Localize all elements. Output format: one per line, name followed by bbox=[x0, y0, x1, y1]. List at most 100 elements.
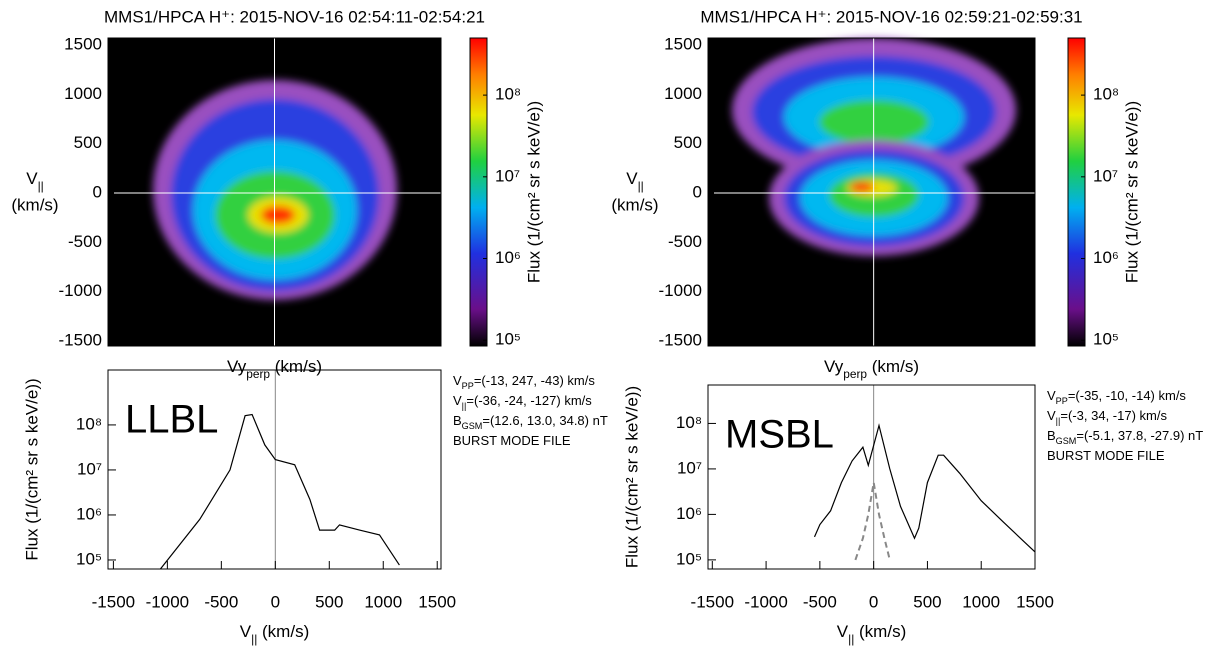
y-tick-label: 1000 bbox=[64, 84, 102, 103]
colorbar-tick-label: 10⁵ bbox=[1093, 330, 1119, 349]
annotation: VPP=(-35, -10, -14) km/s bbox=[1047, 388, 1186, 406]
chart-title: MMS1/HPCA H⁺: 2015-NOV-16 02:54:11-02:54… bbox=[104, 7, 485, 26]
flux-line bbox=[159, 413, 400, 570]
region-label: LLBL bbox=[125, 398, 218, 442]
y-tick-label: -1500 bbox=[659, 331, 702, 350]
x-axis-label-part: || bbox=[251, 632, 257, 646]
x-axis-label-part: perp bbox=[843, 367, 867, 381]
y-axis-label-part: || bbox=[638, 179, 644, 193]
x-axis-label-part: Vy bbox=[227, 357, 247, 376]
annotation-part: V bbox=[1047, 388, 1056, 403]
annotation-part: =(12.6, 13.0, 34.8) nT bbox=[482, 413, 607, 428]
annotation-part: GSM bbox=[1056, 436, 1077, 446]
y-axis-label: V|| bbox=[626, 169, 644, 193]
annotation-part: B bbox=[453, 413, 462, 428]
y-tick-label: -500 bbox=[68, 232, 102, 251]
x-axis-label: V|| (km/s) bbox=[240, 622, 309, 646]
y-tick-label: 10⁶ bbox=[676, 504, 702, 523]
colorbar bbox=[1067, 37, 1086, 347]
y-tick-label: 500 bbox=[674, 133, 702, 152]
x-axis-label-part: (km/s) bbox=[257, 622, 309, 641]
x-tick-label: 0 bbox=[869, 592, 878, 611]
annotation: BURST MODE FILE bbox=[1047, 448, 1165, 463]
x-axis-label: Vyperp (km/s) bbox=[824, 357, 919, 381]
annotation-part: =(-3, 34, -17) km/s bbox=[1060, 408, 1167, 423]
colorbar-tick-label: 10⁶ bbox=[495, 248, 521, 267]
y-tick-label: 10⁸ bbox=[76, 414, 102, 433]
x-tick-label: -1500 bbox=[92, 592, 135, 611]
colorbar-tick-label: 10⁷ bbox=[1093, 166, 1118, 185]
y-tick-label: 1500 bbox=[664, 34, 702, 53]
y-tick-label: -1000 bbox=[659, 281, 702, 300]
annotation-part: V bbox=[453, 393, 462, 408]
annotation-part: V bbox=[453, 373, 462, 388]
x-axis-label-part: perp bbox=[246, 367, 270, 381]
annotation-part: PP bbox=[462, 381, 474, 391]
colorbar-tick-label: 10⁷ bbox=[495, 166, 520, 185]
annotation: BGSM=(-5.1, 37.8, -27.9) nT bbox=[1047, 428, 1203, 446]
annotation-part: =(-36, -24, -127) km/s bbox=[466, 393, 592, 408]
annotation: V||=(-36, -24, -127) km/s bbox=[453, 393, 592, 411]
plot-frame bbox=[107, 37, 442, 347]
x-tick-label: 500 bbox=[913, 592, 941, 611]
y-tick-label: 0 bbox=[693, 182, 702, 201]
y-tick-label: 10⁷ bbox=[677, 458, 702, 477]
annotation-part: =(-5.1, 37.8, -27.9) nT bbox=[1076, 428, 1203, 443]
annotation: V||=(-3, 34, -17) km/s bbox=[1047, 408, 1167, 426]
annotation-part: BURST MODE FILE bbox=[1047, 448, 1165, 463]
x-axis-label-part: V bbox=[837, 622, 849, 641]
y-tick-label: -1500 bbox=[59, 331, 102, 350]
y-axis-label: (km/s) bbox=[11, 195, 58, 214]
x-axis-label-part: Vy bbox=[824, 357, 844, 376]
y-tick-label: 0 bbox=[93, 182, 102, 201]
flux-line bbox=[813, 423, 1036, 553]
plot-frame bbox=[707, 384, 1036, 570]
colorbar-tick-label: 10⁸ bbox=[1093, 85, 1119, 104]
x-tick-label: 1000 bbox=[962, 592, 1000, 611]
x-tick-label: 1500 bbox=[1016, 592, 1054, 611]
flux-line bbox=[854, 482, 891, 561]
region-label: MSBL bbox=[725, 413, 834, 457]
y-tick-label: 10⁵ bbox=[76, 549, 102, 568]
distribution-image bbox=[108, 38, 1035, 346]
y-axis-label: (km/s) bbox=[611, 195, 658, 214]
annotation-part: =(-13, 247, -43) km/s bbox=[474, 373, 596, 388]
annotation: BURST MODE FILE bbox=[453, 433, 571, 448]
x-axis-label-part: (km/s) bbox=[854, 622, 906, 641]
x-tick-label: -1000 bbox=[146, 592, 189, 611]
annotation-part: V bbox=[1047, 408, 1056, 423]
x-tick-label: -1000 bbox=[744, 592, 787, 611]
annotation-part: GSM bbox=[462, 421, 483, 431]
x-axis-label-part: || bbox=[848, 632, 854, 646]
y-tick-label: -500 bbox=[668, 232, 702, 251]
annotation-part: || bbox=[1056, 416, 1061, 426]
y-axis-label-part: V bbox=[626, 169, 638, 188]
annotation: VPP=(-13, 247, -43) km/s bbox=[453, 373, 595, 391]
y-tick-label: 1000 bbox=[664, 84, 702, 103]
y-tick-label: -1000 bbox=[59, 281, 102, 300]
x-tick-label: -500 bbox=[204, 592, 238, 611]
colorbar-tick-label: 10⁸ bbox=[495, 85, 521, 104]
annotation-part: PP bbox=[1056, 396, 1068, 406]
plot-frame bbox=[707, 37, 1036, 347]
x-tick-label: 1500 bbox=[418, 592, 456, 611]
colorbar-tick-label: 10⁶ bbox=[1093, 248, 1119, 267]
x-axis-label: V|| (km/s) bbox=[837, 622, 906, 646]
y-tick-label: 10⁷ bbox=[77, 459, 102, 478]
x-axis-label: Vyperp (km/s) bbox=[227, 357, 322, 381]
colorbar-label: Flux (1/(cm² sr s keV/e)) bbox=[524, 101, 543, 283]
y-axis-label-part: V bbox=[26, 169, 38, 188]
annotation-part: || bbox=[462, 401, 467, 411]
y-tick-label: 10⁶ bbox=[76, 504, 102, 523]
x-tick-label: 0 bbox=[271, 592, 280, 611]
y-axis-label: Flux (1/(cm² sr s keV/e)) bbox=[622, 386, 641, 568]
colorbar-tick-label: 10⁵ bbox=[495, 330, 521, 349]
y-axis-label: Flux (1/(cm² sr s keV/e)) bbox=[22, 378, 41, 560]
x-tick-label: -500 bbox=[803, 592, 837, 611]
chart-title: MMS1/HPCA H⁺: 2015-NOV-16 02:59:21-02:59… bbox=[700, 7, 1082, 26]
y-tick-label: 10⁸ bbox=[676, 413, 702, 432]
y-tick-label: 1500 bbox=[64, 34, 102, 53]
x-axis-label-part: V bbox=[240, 622, 252, 641]
colorbar bbox=[469, 37, 488, 347]
